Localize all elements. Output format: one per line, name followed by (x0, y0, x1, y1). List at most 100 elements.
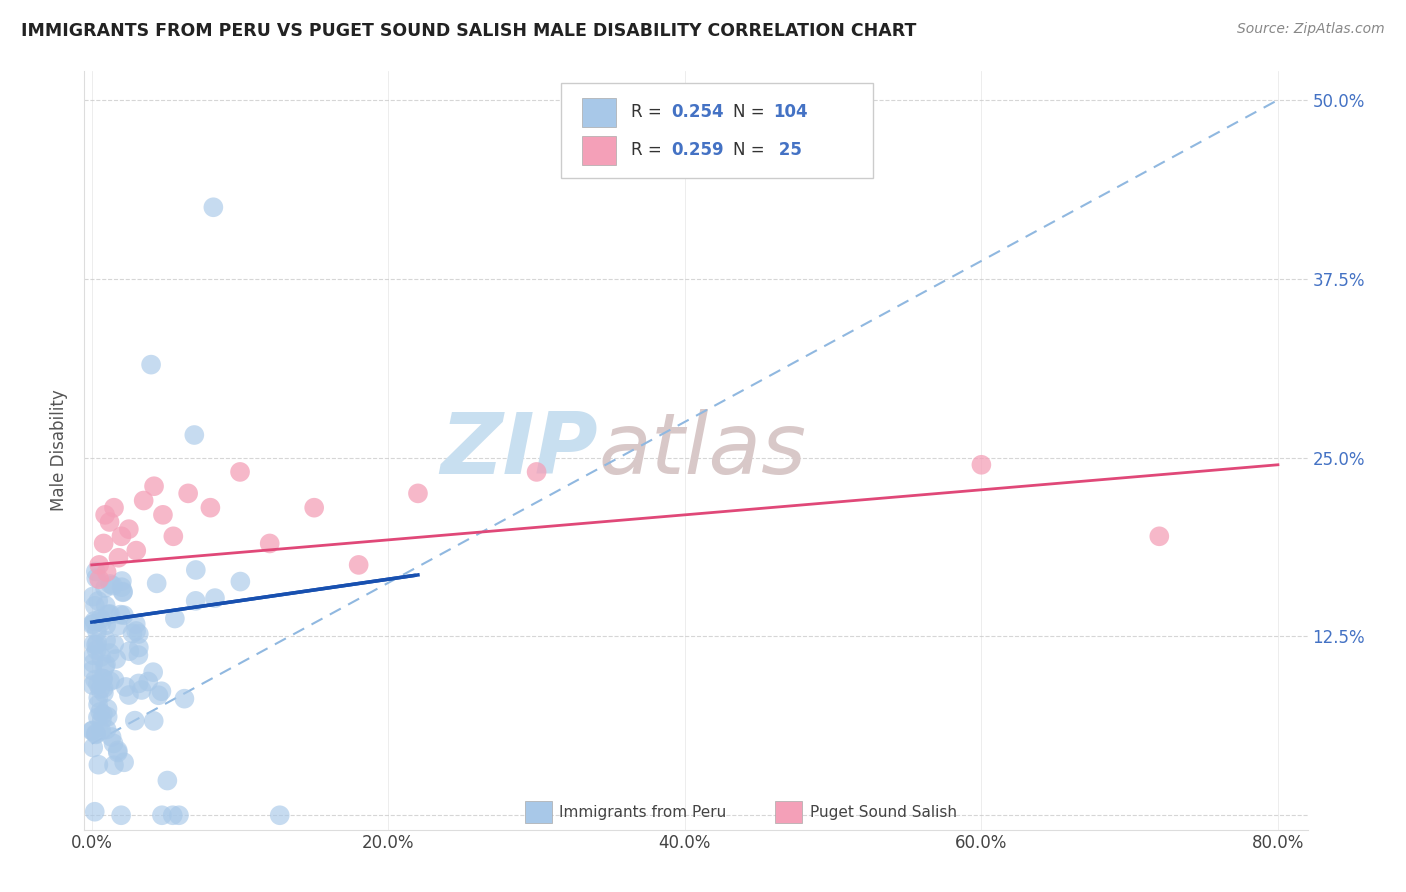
Text: 104: 104 (773, 103, 807, 121)
Text: 0.259: 0.259 (672, 141, 724, 159)
Text: Immigrants from Peru: Immigrants from Peru (560, 805, 727, 820)
Point (103, 637, 125, 651)
Y-axis label: Male Disability: Male Disability (51, 390, 69, 511)
Point (229, 465, 252, 479)
Point (96, 618, 118, 632)
Point (98, 607, 121, 621)
Bar (776, 801, 803, 823)
Text: R =: R = (631, 141, 666, 159)
Point (98, 674, 121, 689)
Point (204, 591, 226, 606)
Point (156, 773, 179, 788)
Point (94, 599, 117, 613)
Point (87, 710, 110, 724)
Point (94, 633, 117, 648)
Point (111, 580, 134, 594)
Point (112, 584, 135, 599)
Text: ZIP: ZIP (440, 409, 598, 492)
Point (111, 585, 134, 599)
Point (80, 617, 103, 632)
Point (84, 565, 107, 579)
Point (184, 594, 207, 608)
Point (91, 672, 114, 686)
Point (86, 636, 108, 650)
Point (84, 638, 107, 652)
Point (94, 508, 117, 522)
Point (131, 683, 153, 698)
Point (98, 515, 121, 529)
Point (125, 543, 148, 558)
Point (83, 648, 105, 663)
Point (229, 574, 252, 589)
Point (110, 808, 132, 822)
Point (83, 637, 105, 651)
Point (83, 617, 105, 632)
Point (111, 574, 134, 588)
Point (105, 652, 128, 666)
Text: R =: R = (631, 103, 666, 121)
Point (98, 646, 121, 660)
Point (96, 565, 118, 579)
Point (202, 200, 225, 214)
Point (80, 723, 103, 738)
Point (101, 578, 124, 592)
Point (82, 664, 104, 678)
Point (142, 665, 165, 680)
Point (118, 522, 141, 536)
Point (97, 709, 120, 723)
Text: N =: N = (733, 141, 769, 159)
Point (150, 808, 173, 822)
FancyBboxPatch shape (561, 83, 873, 178)
Point (83, 599, 105, 613)
Point (103, 673, 125, 687)
Point (145, 576, 167, 591)
Point (125, 624, 148, 638)
Text: 25: 25 (773, 141, 801, 159)
Text: atlas: atlas (598, 409, 806, 492)
Point (152, 508, 174, 522)
Point (84, 726, 107, 740)
Point (96, 702, 118, 716)
Bar (524, 801, 551, 823)
Point (93, 686, 115, 700)
Point (94, 581, 117, 595)
Point (259, 536, 281, 550)
Point (114, 680, 136, 694)
Point (118, 688, 141, 702)
Point (90, 615, 112, 629)
Point (127, 648, 149, 662)
Point (128, 640, 150, 655)
Point (87, 757, 110, 772)
Point (128, 627, 150, 641)
Point (148, 688, 170, 702)
Point (163, 611, 186, 625)
Point (94, 657, 117, 672)
Point (103, 736, 125, 750)
Point (128, 676, 150, 690)
Point (93, 681, 115, 695)
Point (82, 678, 104, 692)
Point (173, 691, 195, 706)
Point (97, 607, 120, 622)
Point (82, 590, 104, 604)
Point (103, 758, 125, 772)
Point (87, 698, 110, 712)
Point (142, 714, 165, 728)
Point (269, 808, 291, 822)
Point (150, 684, 173, 698)
Point (89, 558, 111, 572)
Point (112, 756, 135, 770)
Point (143, 479, 166, 493)
Point (200, 500, 222, 515)
Point (87, 677, 110, 691)
Text: Puget Sound Salish: Puget Sound Salish (810, 805, 956, 820)
Point (118, 644, 141, 658)
Point (84, 571, 107, 585)
Point (96, 723, 118, 737)
Point (86, 643, 108, 657)
Point (82, 723, 104, 738)
Point (82, 740, 104, 755)
Point (90, 649, 112, 664)
Point (107, 746, 129, 760)
Point (107, 743, 129, 757)
